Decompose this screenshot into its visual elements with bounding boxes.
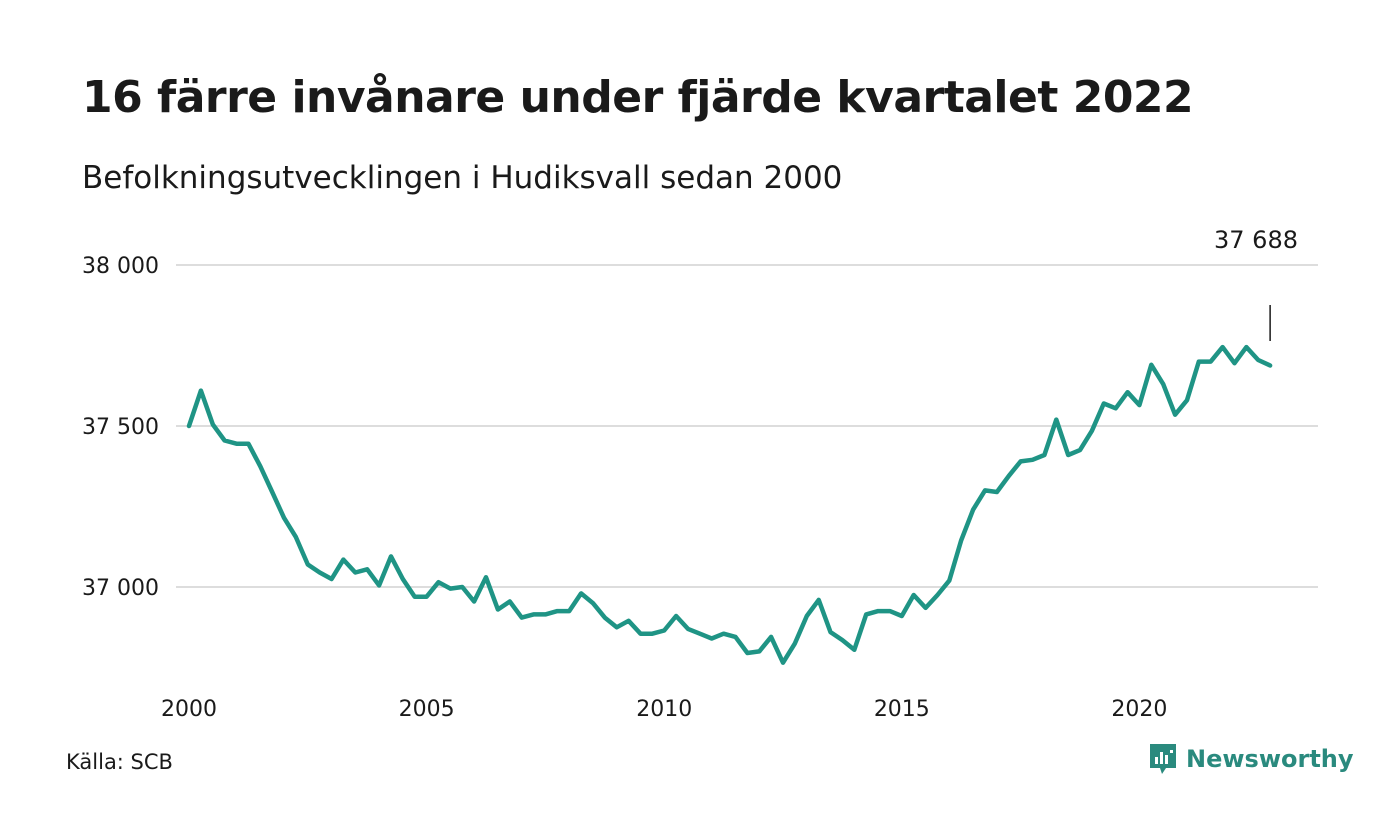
annotation-layer: 37 688	[1214, 226, 1298, 341]
y-tick-label: 37 500	[82, 415, 159, 440]
x-tick-label: 2000	[161, 697, 217, 722]
brand-logo[interactable]: Newsworthy	[1148, 742, 1354, 776]
x-tick-label: 2015	[874, 697, 930, 722]
y-tick-label: 37 000	[82, 576, 159, 601]
brand-name: Newsworthy	[1186, 745, 1354, 773]
y-tick-label: 38 000	[82, 254, 159, 279]
x-tick-label: 2020	[1111, 697, 1167, 722]
annotation-label: 37 688	[1214, 226, 1298, 254]
x-tick-label: 2005	[399, 697, 455, 722]
newsworthy-logo-icon	[1150, 744, 1176, 774]
chart-title: 16 färre invånare under fjärde kvartalet…	[82, 72, 1194, 123]
grid-lines	[176, 264, 1318, 588]
chart-subtitle: Befolkningsutvecklingen i Hudiksvall sed…	[82, 160, 843, 196]
x-axis: 2000 2005 2010 2015 2020	[161, 697, 1167, 722]
source-note: Källa: SCB	[66, 750, 173, 774]
series-layer	[186, 344, 1273, 665]
series-line	[186, 344, 1273, 665]
y-axis: 37 000 37 500 38 000	[82, 254, 159, 601]
x-tick-label: 2010	[636, 697, 692, 722]
